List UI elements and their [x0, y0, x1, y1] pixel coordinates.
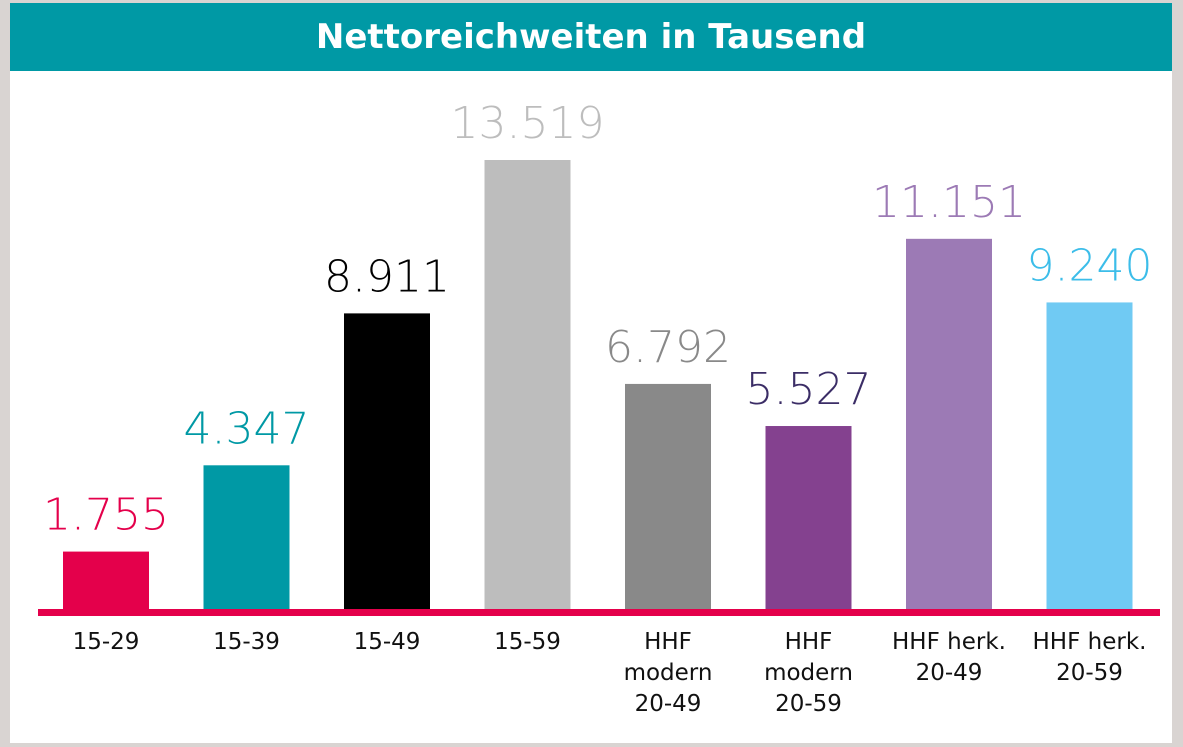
- x-tick-label: HHF herk. 20-59: [1032, 629, 1147, 686]
- bar: [484, 160, 571, 610]
- x-tick-label: HHF modern 20-49: [623, 629, 713, 717]
- bar: [203, 465, 290, 610]
- chart-title: Nettoreichweiten in Tausend: [10, 3, 1172, 71]
- bar: [625, 383, 711, 610]
- bar: [906, 238, 992, 611]
- bar: [1046, 302, 1133, 610]
- value-label: 4.347: [184, 403, 310, 454]
- x-tick-label: HHF herk. 20-49: [892, 629, 1006, 686]
- bar: [344, 313, 430, 610]
- x-tick-label: 15-49: [353, 629, 421, 655]
- value-label: 9.240: [1027, 240, 1153, 291]
- baseline: [38, 609, 1160, 616]
- value-label: 1.755: [43, 490, 169, 541]
- value-label: 6.792: [605, 322, 731, 373]
- x-tick-label: HHF modern 20-59: [764, 629, 853, 717]
- value-label: 8.911: [324, 251, 450, 302]
- bar: [63, 551, 149, 610]
- bar: [765, 426, 852, 610]
- value-label: 11.151: [872, 177, 1026, 228]
- value-label: 13.519: [451, 98, 605, 149]
- x-tick-label: 15-59: [494, 629, 561, 655]
- value-label: 5.527: [746, 364, 872, 415]
- x-tick-label: 15-39: [213, 629, 280, 655]
- x-tick-label: 15-29: [72, 629, 140, 655]
